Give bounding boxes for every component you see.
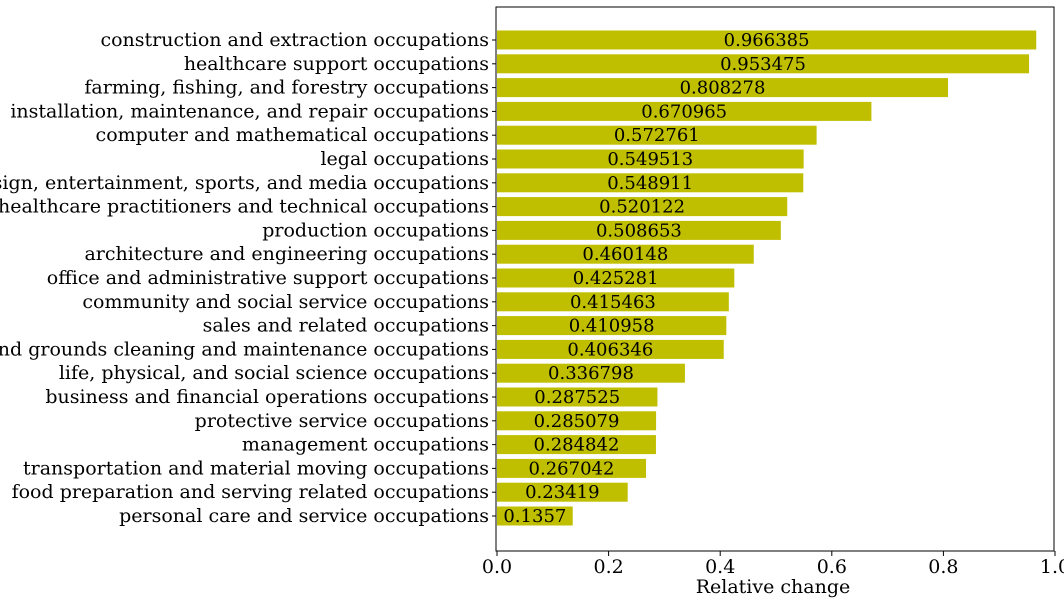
category-label: production occupations [262, 219, 489, 241]
category-label: protective service occupations [195, 410, 489, 432]
x-tick-label: 0.0 [482, 556, 512, 578]
value-label: 0.572761 [614, 125, 700, 146]
bar [497, 30, 1037, 50]
category-label: building and grounds cleaning and mainte… [0, 338, 489, 360]
value-label: 0.549513 [607, 149, 693, 170]
value-label: 0.285079 [534, 411, 620, 432]
plot-frame [495, 6, 1055, 552]
value-label: 0.548911 [607, 173, 693, 194]
category-label: healthcare practitioners and technical o… [0, 196, 489, 218]
bar [497, 197, 788, 217]
x-tick-label: 0.4 [705, 556, 735, 578]
bar [497, 339, 724, 359]
bar [497, 458, 647, 478]
category-label: transportation and material moving occup… [23, 457, 489, 479]
bar [497, 411, 657, 431]
value-label: 0.284842 [534, 435, 620, 456]
value-label: 0.520122 [599, 197, 685, 218]
bar [497, 387, 658, 407]
x-tick-label: 0.6 [817, 556, 847, 578]
bar [497, 78, 949, 98]
category-label: farming, fishing, and forestry occupatio… [84, 77, 489, 99]
bar [497, 101, 872, 121]
value-label: 0.808278 [680, 78, 766, 99]
bar [497, 173, 804, 193]
bar [497, 220, 781, 240]
category-label: installation, maintenance, and repair oc… [10, 100, 489, 122]
value-label: 0.425281 [573, 268, 659, 289]
category-label: construction and extraction occupations [100, 29, 489, 51]
value-label: 0.287525 [534, 387, 620, 408]
category-label: life, physical, and social science occup… [59, 362, 489, 384]
value-label: 0.336798 [548, 363, 634, 384]
bar [497, 435, 656, 455]
value-label: 0.415463 [570, 292, 656, 313]
x-axis-ticks: 0.0 0.2 0.4 0.6 0.8 1.0 [482, 551, 1064, 578]
category-label: management occupations [242, 434, 489, 456]
bar [497, 268, 735, 288]
bar [497, 125, 817, 145]
x-axis-label: Relative change [696, 576, 851, 598]
category-label: personal care and service occupations [119, 505, 489, 527]
bar [497, 292, 729, 312]
category-label: healthcare support occupations [184, 53, 489, 75]
bar [497, 506, 573, 526]
category-label: office and administrative support occupa… [47, 267, 489, 289]
value-label: 0.406346 [567, 339, 653, 360]
value-label: 0.1357 [503, 506, 566, 527]
x-tick-label: 0.8 [928, 556, 958, 578]
category-label: legal occupations [320, 148, 489, 170]
value-label: 0.267042 [529, 458, 615, 479]
bar [497, 363, 685, 383]
value-label: 0.953475 [720, 54, 806, 75]
value-label: 0.410958 [569, 316, 655, 337]
category-labels: construction and extraction occupationsh… [0, 29, 489, 527]
category-label: business and financial operations occupa… [45, 386, 489, 408]
category-label: computer and mathematical occupations [96, 124, 489, 146]
value-label: 0.460148 [582, 244, 668, 265]
bar [497, 482, 628, 502]
bar [497, 149, 804, 169]
category-label: community and social service occupations [82, 291, 489, 313]
value-label: 0.23419 [525, 482, 599, 503]
bar [497, 54, 1030, 74]
bars-group [492, 30, 1037, 526]
category-label: sales and related occupations [203, 315, 489, 337]
category-label: arts, design, entertainment, sports, and… [0, 172, 489, 194]
bar [497, 316, 727, 336]
value-label: 0.508653 [596, 220, 682, 241]
x-tick-label: 0.2 [593, 556, 623, 578]
x-tick-label: 1.0 [1040, 556, 1064, 578]
bar [497, 244, 754, 264]
category-label: architecture and engineering occupations [84, 243, 489, 265]
value-label: 0.670965 [641, 101, 727, 122]
value-label: 0.966385 [724, 30, 810, 51]
category-label: food preparation and serving related occ… [12, 481, 489, 503]
